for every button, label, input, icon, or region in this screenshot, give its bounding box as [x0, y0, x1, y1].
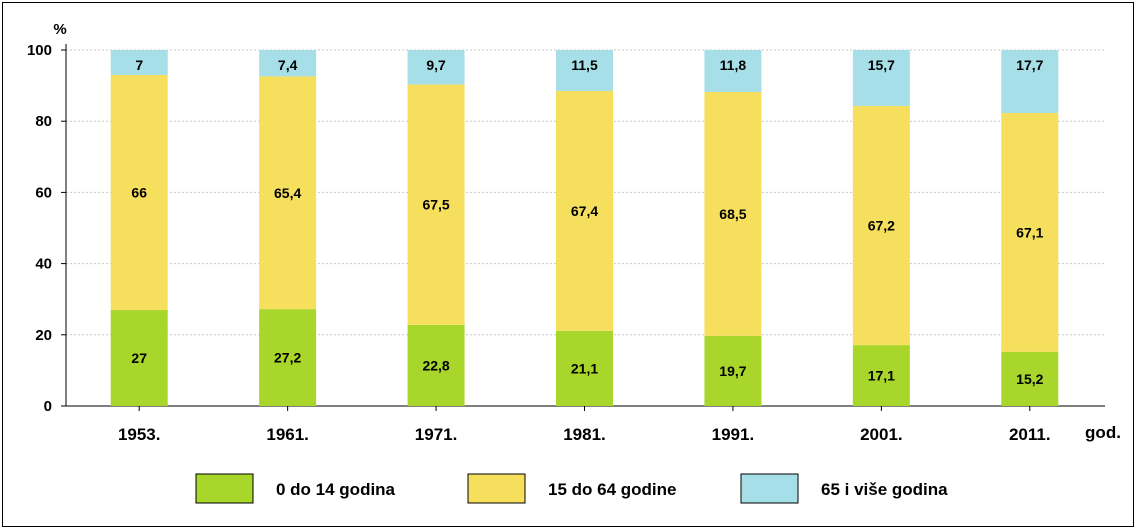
data-label: 67,1: [1016, 224, 1043, 240]
data-label: 9,7: [426, 57, 446, 73]
bar-segment: [259, 76, 317, 310]
data-label: 15,2: [1016, 371, 1043, 387]
data-label: 7,4: [278, 57, 298, 73]
bar-segment: [704, 92, 762, 336]
data-label: 19,7: [719, 363, 746, 379]
x-axis-label: god.: [1085, 423, 1121, 442]
data-label: 21,1: [571, 360, 598, 376]
x-tick-label: 2001.: [860, 425, 903, 444]
legend-swatch: [740, 473, 799, 504]
x-tick-label: 1953.: [118, 425, 161, 444]
bar-segment: [1001, 351, 1059, 406]
bar-segment: [1001, 113, 1059, 352]
data-label: 17,7: [1016, 57, 1043, 73]
y-tick-label: 80: [35, 113, 52, 130]
data-label: 67,5: [422, 197, 449, 213]
bar-segment: [556, 330, 613, 406]
bar-segment: [407, 50, 465, 85]
data-label: 17,1: [868, 368, 895, 384]
data-label: 27: [131, 350, 147, 366]
bar-segment: [407, 84, 465, 325]
bar-segment: [110, 309, 168, 406]
data-label: 11,5: [571, 57, 598, 73]
data-label: 67,2: [868, 218, 895, 234]
bar-segment: [704, 335, 762, 406]
y-tick-label: 40: [35, 256, 52, 273]
legend-label: 65 i više godina: [821, 480, 948, 499]
bar-segment: [110, 50, 168, 75]
bar-segment: [259, 50, 317, 77]
bar-segment: [852, 50, 910, 106]
y-tick-label: 100: [27, 42, 52, 59]
data-label: 67,4: [571, 203, 598, 219]
y-tick-label: 20: [35, 327, 52, 344]
y-tick-label: 60: [35, 184, 52, 201]
x-tick-label: 1971.: [415, 425, 458, 444]
y-axis-label: %: [53, 21, 66, 38]
data-label: 27,2: [274, 350, 301, 366]
legend-label: 15 do 64 godine: [548, 480, 676, 499]
legend-swatch: [467, 473, 526, 504]
bar-segment: [556, 90, 613, 331]
x-tick-label: 1981.: [563, 425, 606, 444]
bar-segment: [407, 324, 465, 406]
bar-segment: [704, 50, 762, 93]
bar-segment: [556, 50, 613, 91]
bar-segment: [1001, 50, 1059, 114]
bar-segment: [110, 74, 168, 310]
data-label: 11,8: [720, 57, 747, 73]
bar-segment: [852, 345, 910, 406]
data-label: 65,4: [274, 185, 301, 201]
bar-segment: [852, 105, 910, 346]
y-tick-label: 0: [44, 398, 52, 415]
data-label: 7: [135, 57, 143, 73]
x-tick-label: 2011.: [1009, 425, 1051, 444]
x-tick-label: 1961.: [266, 425, 309, 444]
legend-label: 0 do 14 godina: [276, 480, 396, 499]
data-label: 22,8: [422, 357, 449, 373]
x-tick-label: 1991.: [712, 425, 755, 444]
data-label: 66: [131, 184, 147, 200]
bar-segment: [259, 309, 317, 406]
legend-swatch: [195, 473, 254, 504]
data-label: 68,5: [719, 206, 746, 222]
data-label: 15,7: [868, 57, 895, 73]
